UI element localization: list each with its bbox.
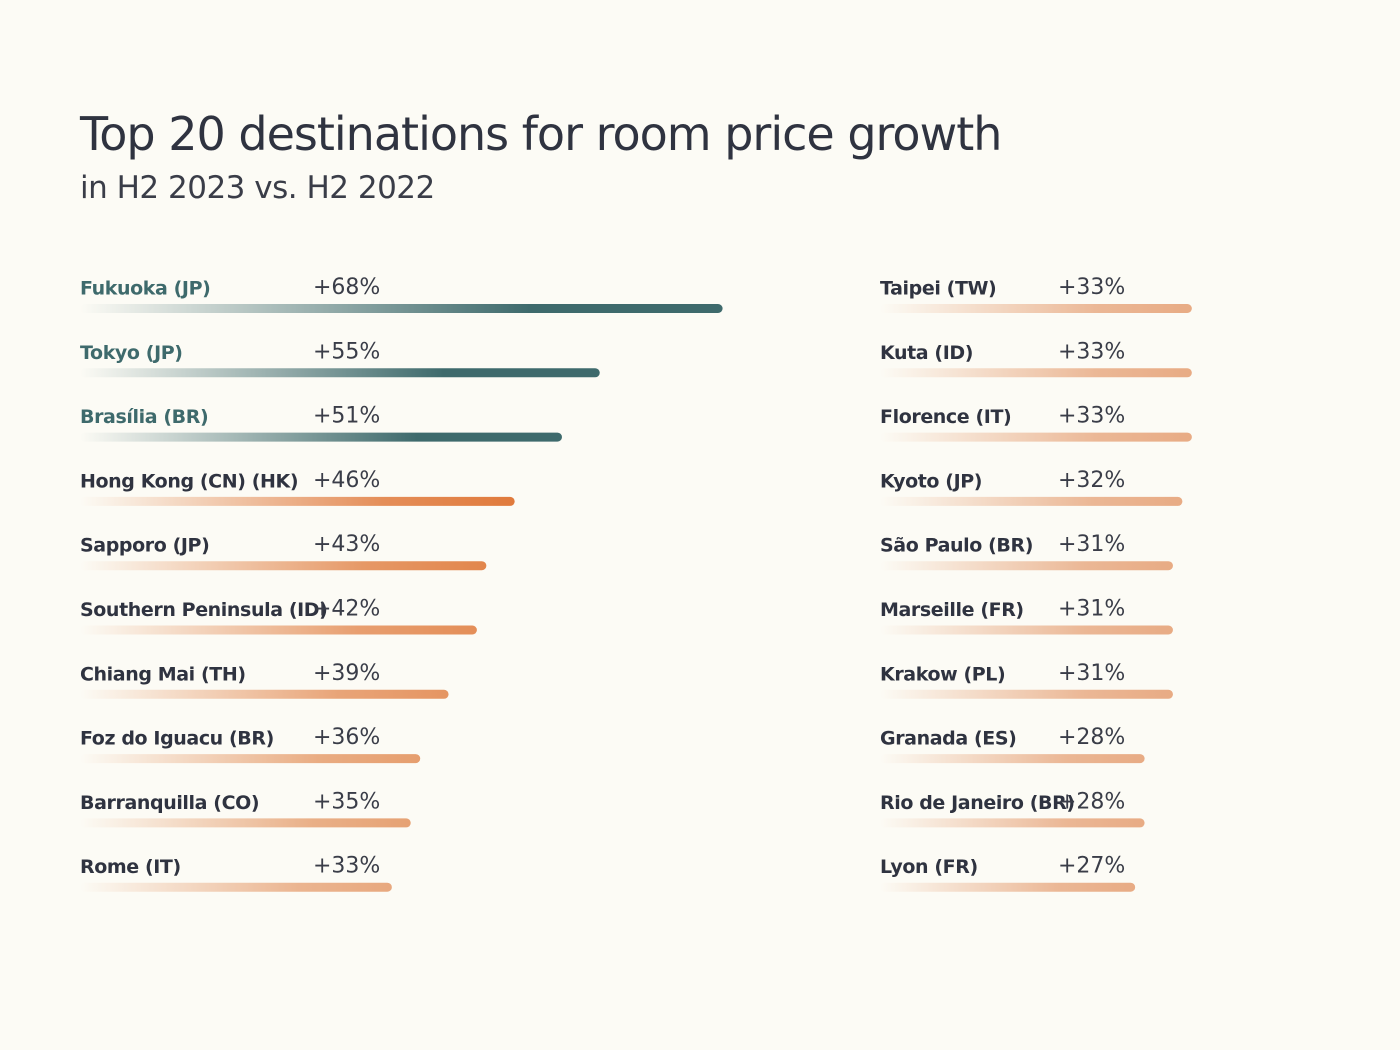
chart-title: Top 20 destinations for room price growt… xyxy=(79,107,1001,161)
category-label: Foz do Iguacu (BR) xyxy=(80,728,274,750)
bar xyxy=(80,496,515,506)
bar xyxy=(880,561,1173,571)
value-label: +51% xyxy=(313,404,380,429)
category-label: Krakow (PL) xyxy=(880,663,1005,685)
value-label: +42% xyxy=(313,597,380,622)
category-label: Southern Peninsula (ID) xyxy=(80,599,327,621)
bar xyxy=(880,754,1145,764)
bar xyxy=(80,818,411,828)
bar xyxy=(80,689,449,699)
value-label: +33% xyxy=(1058,404,1125,429)
value-label: +36% xyxy=(313,725,380,750)
value-label: +39% xyxy=(313,661,380,686)
bar xyxy=(880,625,1173,635)
value-label: +31% xyxy=(1058,661,1125,686)
category-label: Kuta (ID) xyxy=(880,342,973,364)
bar xyxy=(880,432,1192,442)
category-label: Fukuoka (JP) xyxy=(80,278,210,300)
value-label: +28% xyxy=(1058,789,1125,814)
bar xyxy=(80,754,421,764)
value-label: +68% xyxy=(313,275,380,300)
bar xyxy=(880,882,1136,892)
bar xyxy=(880,818,1145,828)
value-label: +32% xyxy=(1058,468,1125,493)
category-label: Brasília (BR) xyxy=(80,406,208,428)
value-label: +55% xyxy=(313,339,380,364)
category-label: Lyon (FR) xyxy=(880,856,978,878)
bar xyxy=(880,304,1192,313)
value-label: +31% xyxy=(1058,597,1125,622)
category-label: São Paulo (BR) xyxy=(880,535,1033,557)
category-label: Hong Kong (CN) (HK) xyxy=(80,470,298,492)
chart-subtitle: in H2 2023 vs. H2 2022 xyxy=(80,170,435,206)
value-label: +46% xyxy=(313,468,380,493)
value-label: +35% xyxy=(313,789,380,814)
category-label: Florence (IT) xyxy=(880,406,1011,428)
bar xyxy=(880,496,1183,506)
category-label: Tokyo (JP) xyxy=(80,342,183,364)
category-label: Kyoto (JP) xyxy=(880,470,982,492)
bar xyxy=(880,368,1192,378)
value-label: +33% xyxy=(1058,275,1125,300)
bar xyxy=(80,304,723,313)
category-label: Granada (ES) xyxy=(880,728,1016,750)
category-label: Chiang Mai (TH) xyxy=(80,663,246,685)
value-label: +33% xyxy=(1058,339,1125,364)
category-label: Taipei (TW) xyxy=(880,278,996,300)
category-label: Marseille (FR) xyxy=(880,599,1024,621)
category-label: Rio de Janeiro (BR) xyxy=(880,792,1075,814)
category-label: Barranquilla (CO) xyxy=(80,792,259,814)
value-label: +33% xyxy=(313,854,380,879)
value-label: +27% xyxy=(1058,854,1125,879)
value-label: +31% xyxy=(1058,532,1125,557)
value-label: +43% xyxy=(313,532,380,557)
bar xyxy=(80,432,562,442)
bar xyxy=(80,368,600,378)
bar xyxy=(80,561,487,571)
category-label: Sapporo (JP) xyxy=(80,535,209,557)
category-label: Rome (IT) xyxy=(80,856,181,878)
value-label: +28% xyxy=(1058,725,1125,750)
bar xyxy=(80,625,477,635)
bar xyxy=(80,882,392,892)
bar xyxy=(880,689,1173,699)
